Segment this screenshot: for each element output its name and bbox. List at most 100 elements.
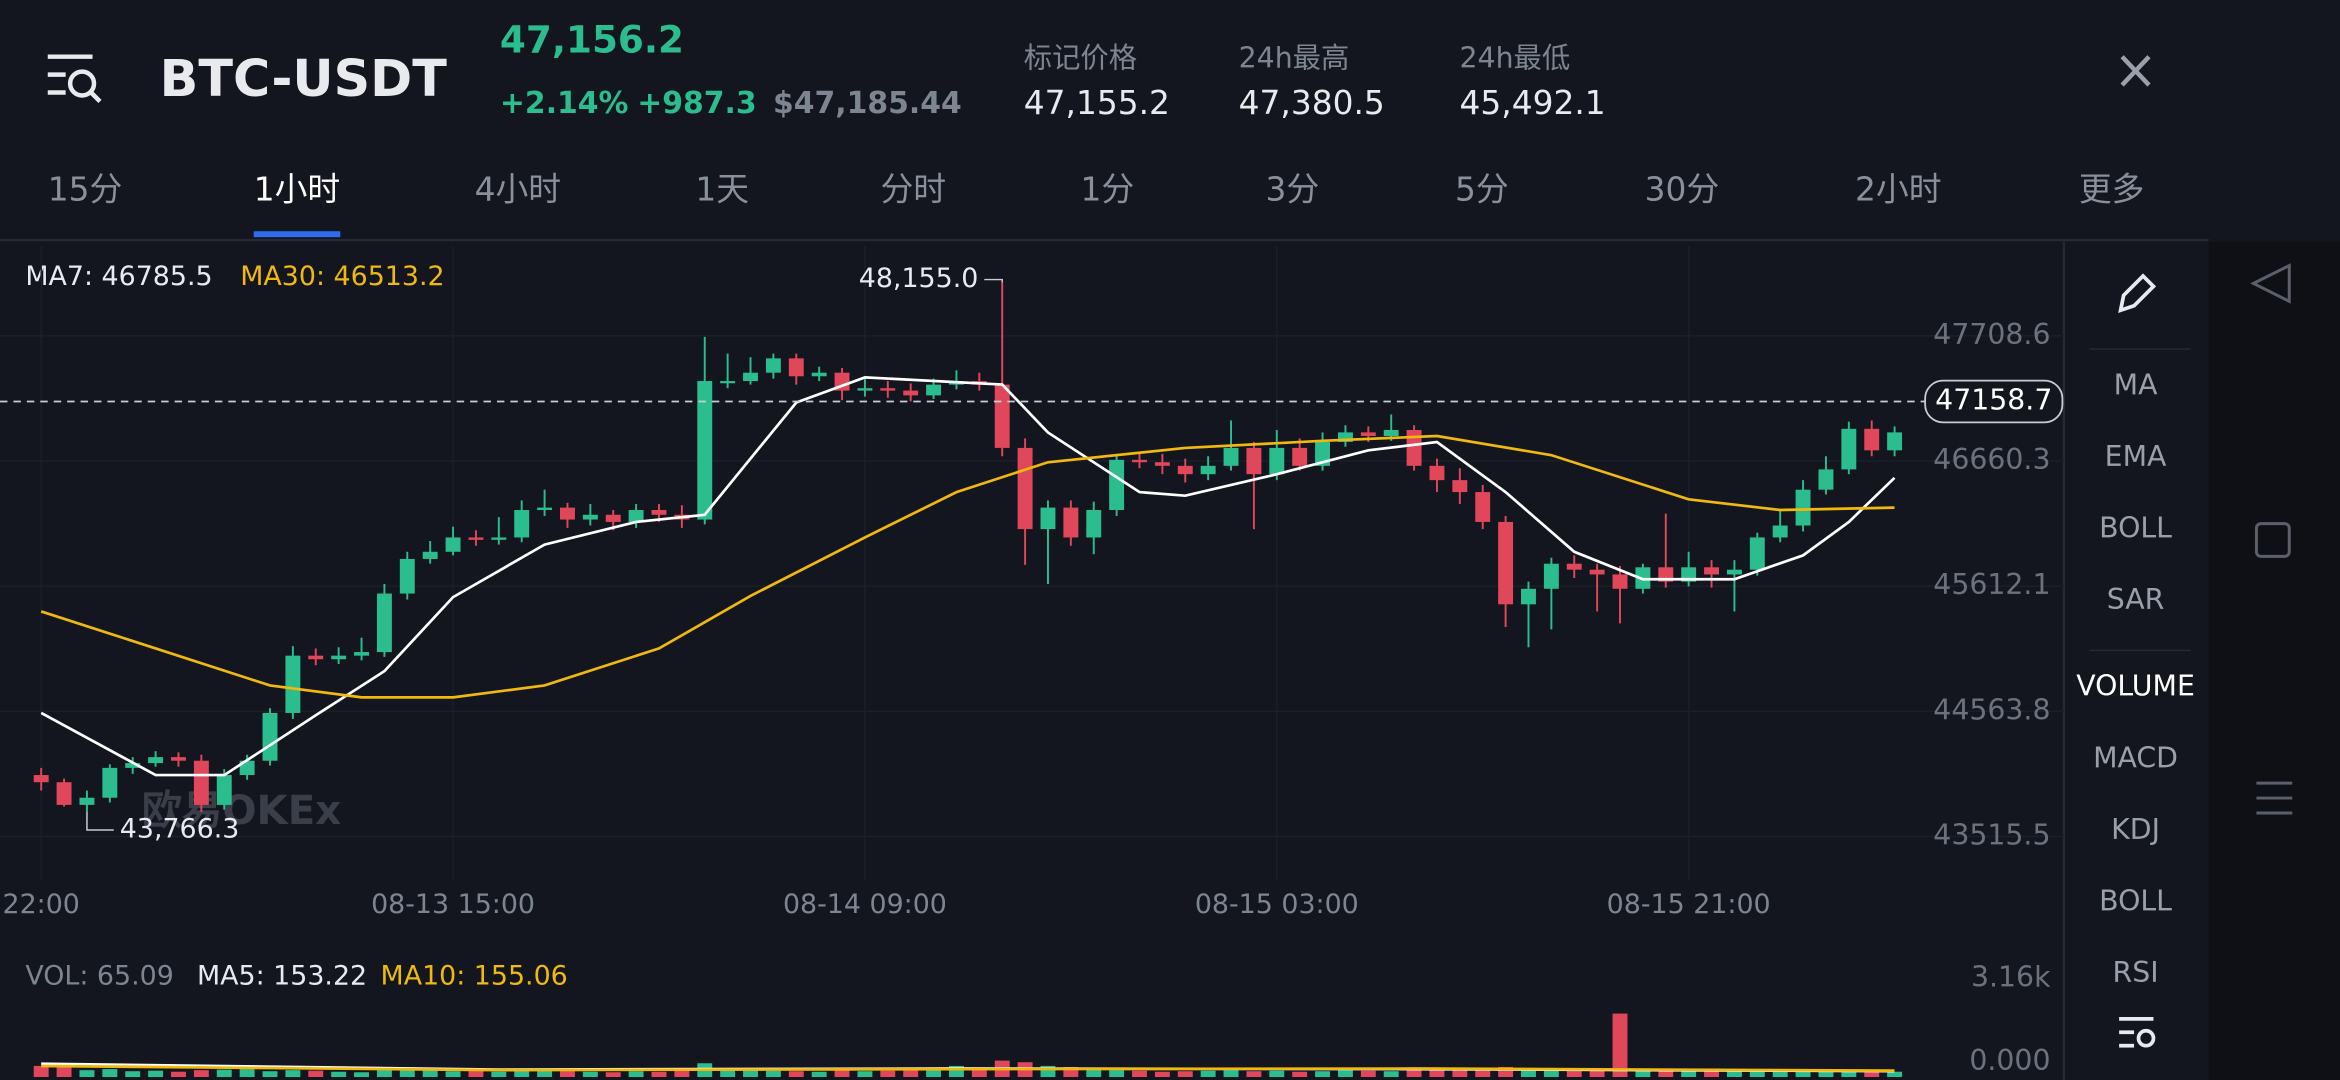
indicator[interactable]: BOLL bbox=[2099, 884, 2172, 917]
volume-bar bbox=[1566, 1069, 1582, 1078]
volume-bar bbox=[1635, 1070, 1651, 1078]
volume-bar bbox=[1269, 1070, 1285, 1078]
candle-body bbox=[1177, 465, 1193, 475]
tab[interactable]: 1分 bbox=[1080, 170, 1134, 208]
candle-body bbox=[720, 381, 736, 384]
tab[interactable]: 15分 bbox=[48, 170, 123, 208]
x-tick-label: 08-14 09:00 bbox=[783, 889, 947, 920]
candle-body bbox=[811, 372, 827, 377]
nav-recent[interactable] bbox=[2256, 781, 2293, 815]
volume-bar bbox=[674, 1070, 690, 1078]
change: +987.3 bbox=[637, 86, 756, 121]
candle-body bbox=[1612, 574, 1628, 589]
stat-label: 24h最高 bbox=[1239, 42, 1350, 75]
indicator[interactable]: BOLL bbox=[2099, 512, 2172, 545]
close-icon[interactable] bbox=[2120, 55, 2151, 87]
tab[interactable]: 1天 bbox=[695, 170, 749, 208]
volume-bar bbox=[102, 1069, 118, 1078]
candle-body bbox=[148, 757, 164, 764]
tab[interactable]: 分时 bbox=[880, 170, 946, 208]
tab[interactable]: 2小时 bbox=[1855, 170, 1942, 208]
volume-bar bbox=[193, 1070, 209, 1078]
volume-bar bbox=[720, 1069, 736, 1078]
indicator[interactable]: RSI bbox=[2113, 956, 2159, 989]
candle-body bbox=[445, 537, 461, 552]
candle-body bbox=[605, 514, 621, 522]
volume-bar bbox=[1429, 1070, 1445, 1078]
candle-body bbox=[537, 507, 553, 510]
indicator[interactable]: KDJ bbox=[2111, 813, 2160, 846]
candle-body bbox=[788, 358, 804, 377]
volume-bar bbox=[1292, 1071, 1308, 1078]
x-tick-label: 08-13 15:00 bbox=[371, 889, 535, 920]
candle-body bbox=[1498, 521, 1514, 605]
indicator[interactable]: EMA bbox=[2105, 440, 2167, 473]
volume-bar bbox=[1337, 1070, 1353, 1078]
candle-body bbox=[1154, 462, 1170, 466]
tab[interactable]: 4小时 bbox=[475, 170, 562, 208]
candle-body bbox=[1566, 563, 1582, 570]
volume-bar bbox=[285, 1070, 301, 1078]
candle-body bbox=[1772, 525, 1788, 538]
volume-bar bbox=[651, 1071, 667, 1078]
nav-back[interactable] bbox=[2250, 263, 2291, 304]
candle-body bbox=[1017, 447, 1033, 530]
volume-bar bbox=[560, 1070, 575, 1078]
volume-bar bbox=[926, 1069, 942, 1078]
legend-ma10: MA10: 155.06 bbox=[381, 961, 568, 992]
volume-bar bbox=[1383, 1071, 1399, 1078]
candle-body bbox=[1269, 447, 1285, 475]
candle-body bbox=[1360, 432, 1376, 436]
volume-bar bbox=[857, 1071, 873, 1078]
volume-bar bbox=[1704, 1070, 1720, 1078]
tab[interactable]: 3分 bbox=[1266, 170, 1320, 208]
volume-bar bbox=[1864, 1072, 1880, 1078]
tab[interactable]: 5分 bbox=[1455, 170, 1509, 208]
volume-bar bbox=[1200, 1070, 1216, 1078]
candle-body bbox=[1086, 509, 1102, 538]
volume-bar bbox=[125, 1071, 141, 1078]
indicator[interactable]: MACD bbox=[2093, 741, 2178, 774]
candle-body bbox=[1543, 563, 1559, 589]
last-price: 47,156.2 bbox=[500, 17, 684, 61]
volume-bar bbox=[422, 1070, 438, 1078]
low-label: 43,766.3 bbox=[120, 813, 240, 844]
volume-bar bbox=[1772, 1070, 1788, 1078]
volume-bar bbox=[582, 1071, 598, 1078]
candle-body bbox=[79, 797, 95, 805]
nav-home[interactable] bbox=[2254, 522, 2291, 558]
volume-bar bbox=[788, 1071, 804, 1078]
legend-ma5: MA5: 153.22 bbox=[197, 961, 367, 992]
volume-bar bbox=[1086, 1069, 1102, 1078]
volume-bar bbox=[171, 1071, 186, 1078]
volume-bar bbox=[1841, 1070, 1857, 1078]
volume-bar bbox=[1246, 1071, 1262, 1078]
ma-line bbox=[40, 376, 1896, 777]
candle-body bbox=[1429, 465, 1445, 481]
candle-body bbox=[422, 551, 438, 559]
volume-bar bbox=[1795, 1071, 1811, 1078]
edit-icon[interactable] bbox=[2118, 273, 2157, 314]
tab[interactable]: 更多 bbox=[2079, 170, 2145, 208]
candle-body bbox=[1246, 447, 1262, 475]
candle-body bbox=[903, 390, 919, 396]
candle-body bbox=[1223, 447, 1239, 466]
tab[interactable]: 30分 bbox=[1645, 170, 1720, 208]
indicator[interactable]: MA bbox=[2114, 368, 2158, 401]
low-pointer bbox=[86, 812, 114, 831]
settings-icon[interactable] bbox=[2119, 1016, 2156, 1048]
candle-body bbox=[1337, 432, 1353, 442]
candle-body bbox=[468, 537, 484, 540]
menu-icon[interactable] bbox=[47, 54, 102, 104]
candle-body bbox=[1452, 480, 1468, 493]
last-price-box bbox=[1924, 379, 2064, 424]
volume-bar bbox=[1521, 1069, 1536, 1078]
candle-body bbox=[1749, 537, 1765, 570]
tab[interactable]: 1小时 bbox=[254, 170, 341, 208]
volume-bar bbox=[1612, 1013, 1628, 1078]
indicator[interactable]: VOLUME bbox=[2076, 670, 2195, 703]
volume-bar bbox=[491, 1071, 507, 1078]
volume-bar bbox=[354, 1072, 369, 1078]
volume-bar bbox=[308, 1070, 324, 1078]
indicator[interactable]: SAR bbox=[2107, 583, 2165, 616]
